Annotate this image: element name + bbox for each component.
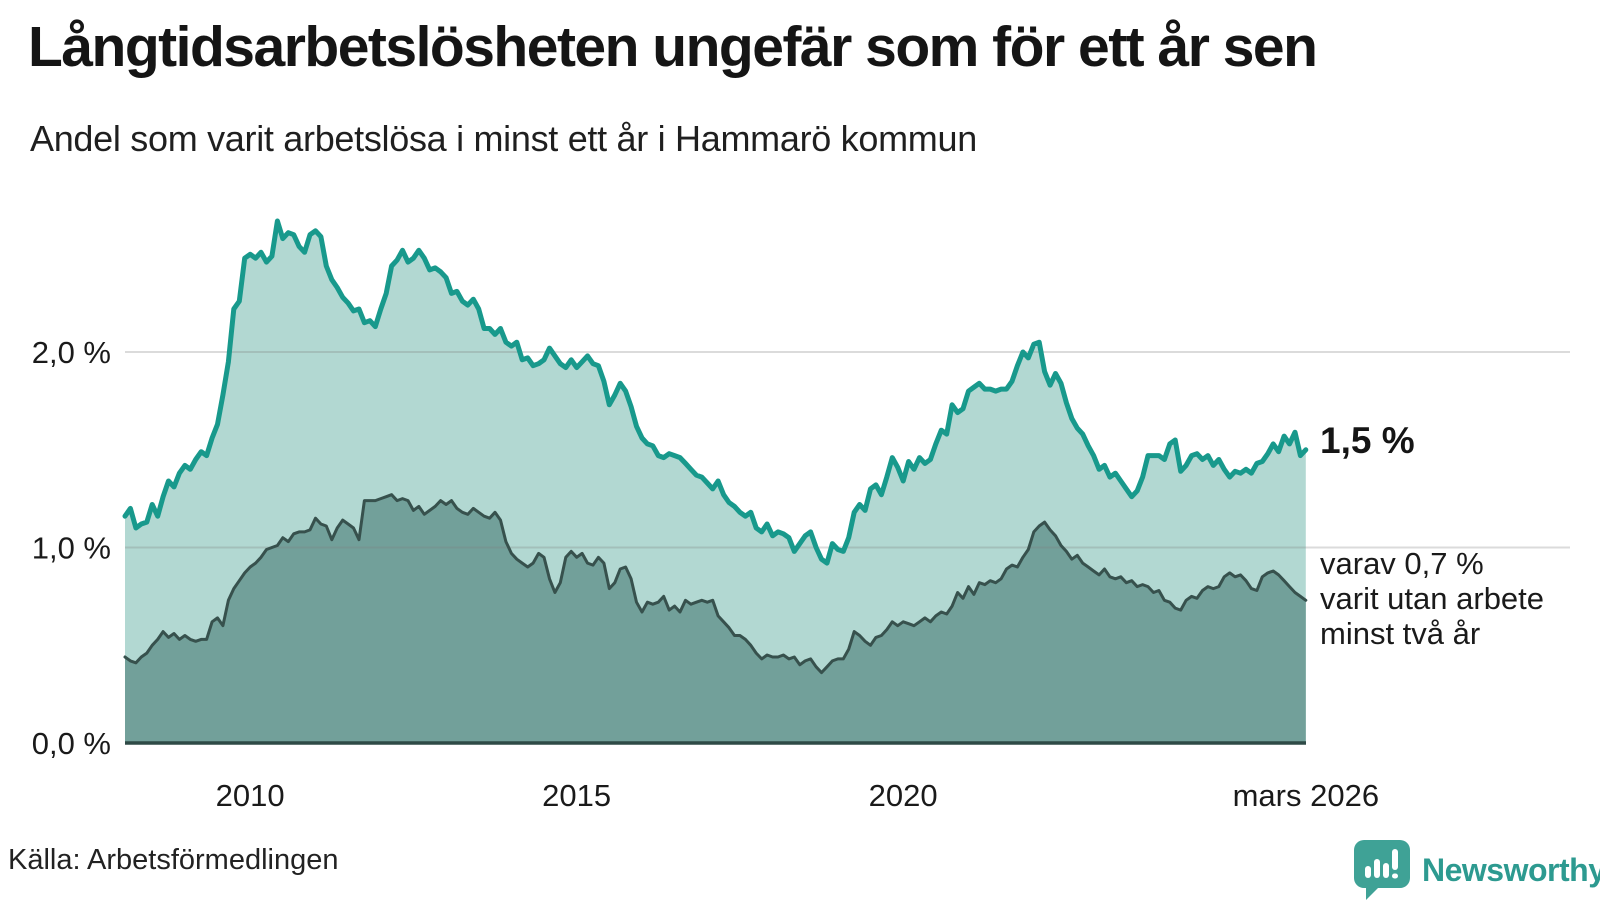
series-two-years-area — [125, 494, 1306, 743]
brand-name: Newsworthy — [1422, 851, 1600, 888]
x-tick-label: 2020 — [869, 778, 938, 813]
secondary-series-label-line3: minst två år — [1320, 616, 1481, 651]
series-one-year-line — [122, 218, 1309, 566]
source-note: Källa: Arbetsförmedlingen — [8, 844, 339, 876]
newsworthy-chart-bubble-icon — [1354, 840, 1410, 900]
y-tick-label: 1,0 % — [32, 531, 111, 566]
y-tick-label: 2,0 % — [32, 335, 111, 370]
x-tick-label: 2015 — [542, 778, 611, 813]
latest-value-label: 1,5 % — [1320, 420, 1415, 461]
secondary-series-label-line1: varav 0,7 % — [1320, 546, 1484, 581]
page-title: Långtidsarbetslösheten ungefär som för e… — [28, 15, 1318, 79]
x-tick-label: mars 2026 — [1233, 778, 1379, 813]
y-tick-label: 0,0 % — [32, 726, 111, 761]
brand-logo: Newsworthy — [1354, 840, 1600, 900]
series-two-years-line — [123, 493, 1308, 675]
chart-subtitle: Andel som varit arbetslösa i minst ett å… — [30, 118, 977, 159]
x-tick-label: 2010 — [216, 778, 285, 813]
secondary-series-label-line2: varit utan arbete — [1320, 581, 1545, 616]
secondary-series-label: varav 0,7 % varit utan arbete minst två … — [1320, 546, 1544, 651]
